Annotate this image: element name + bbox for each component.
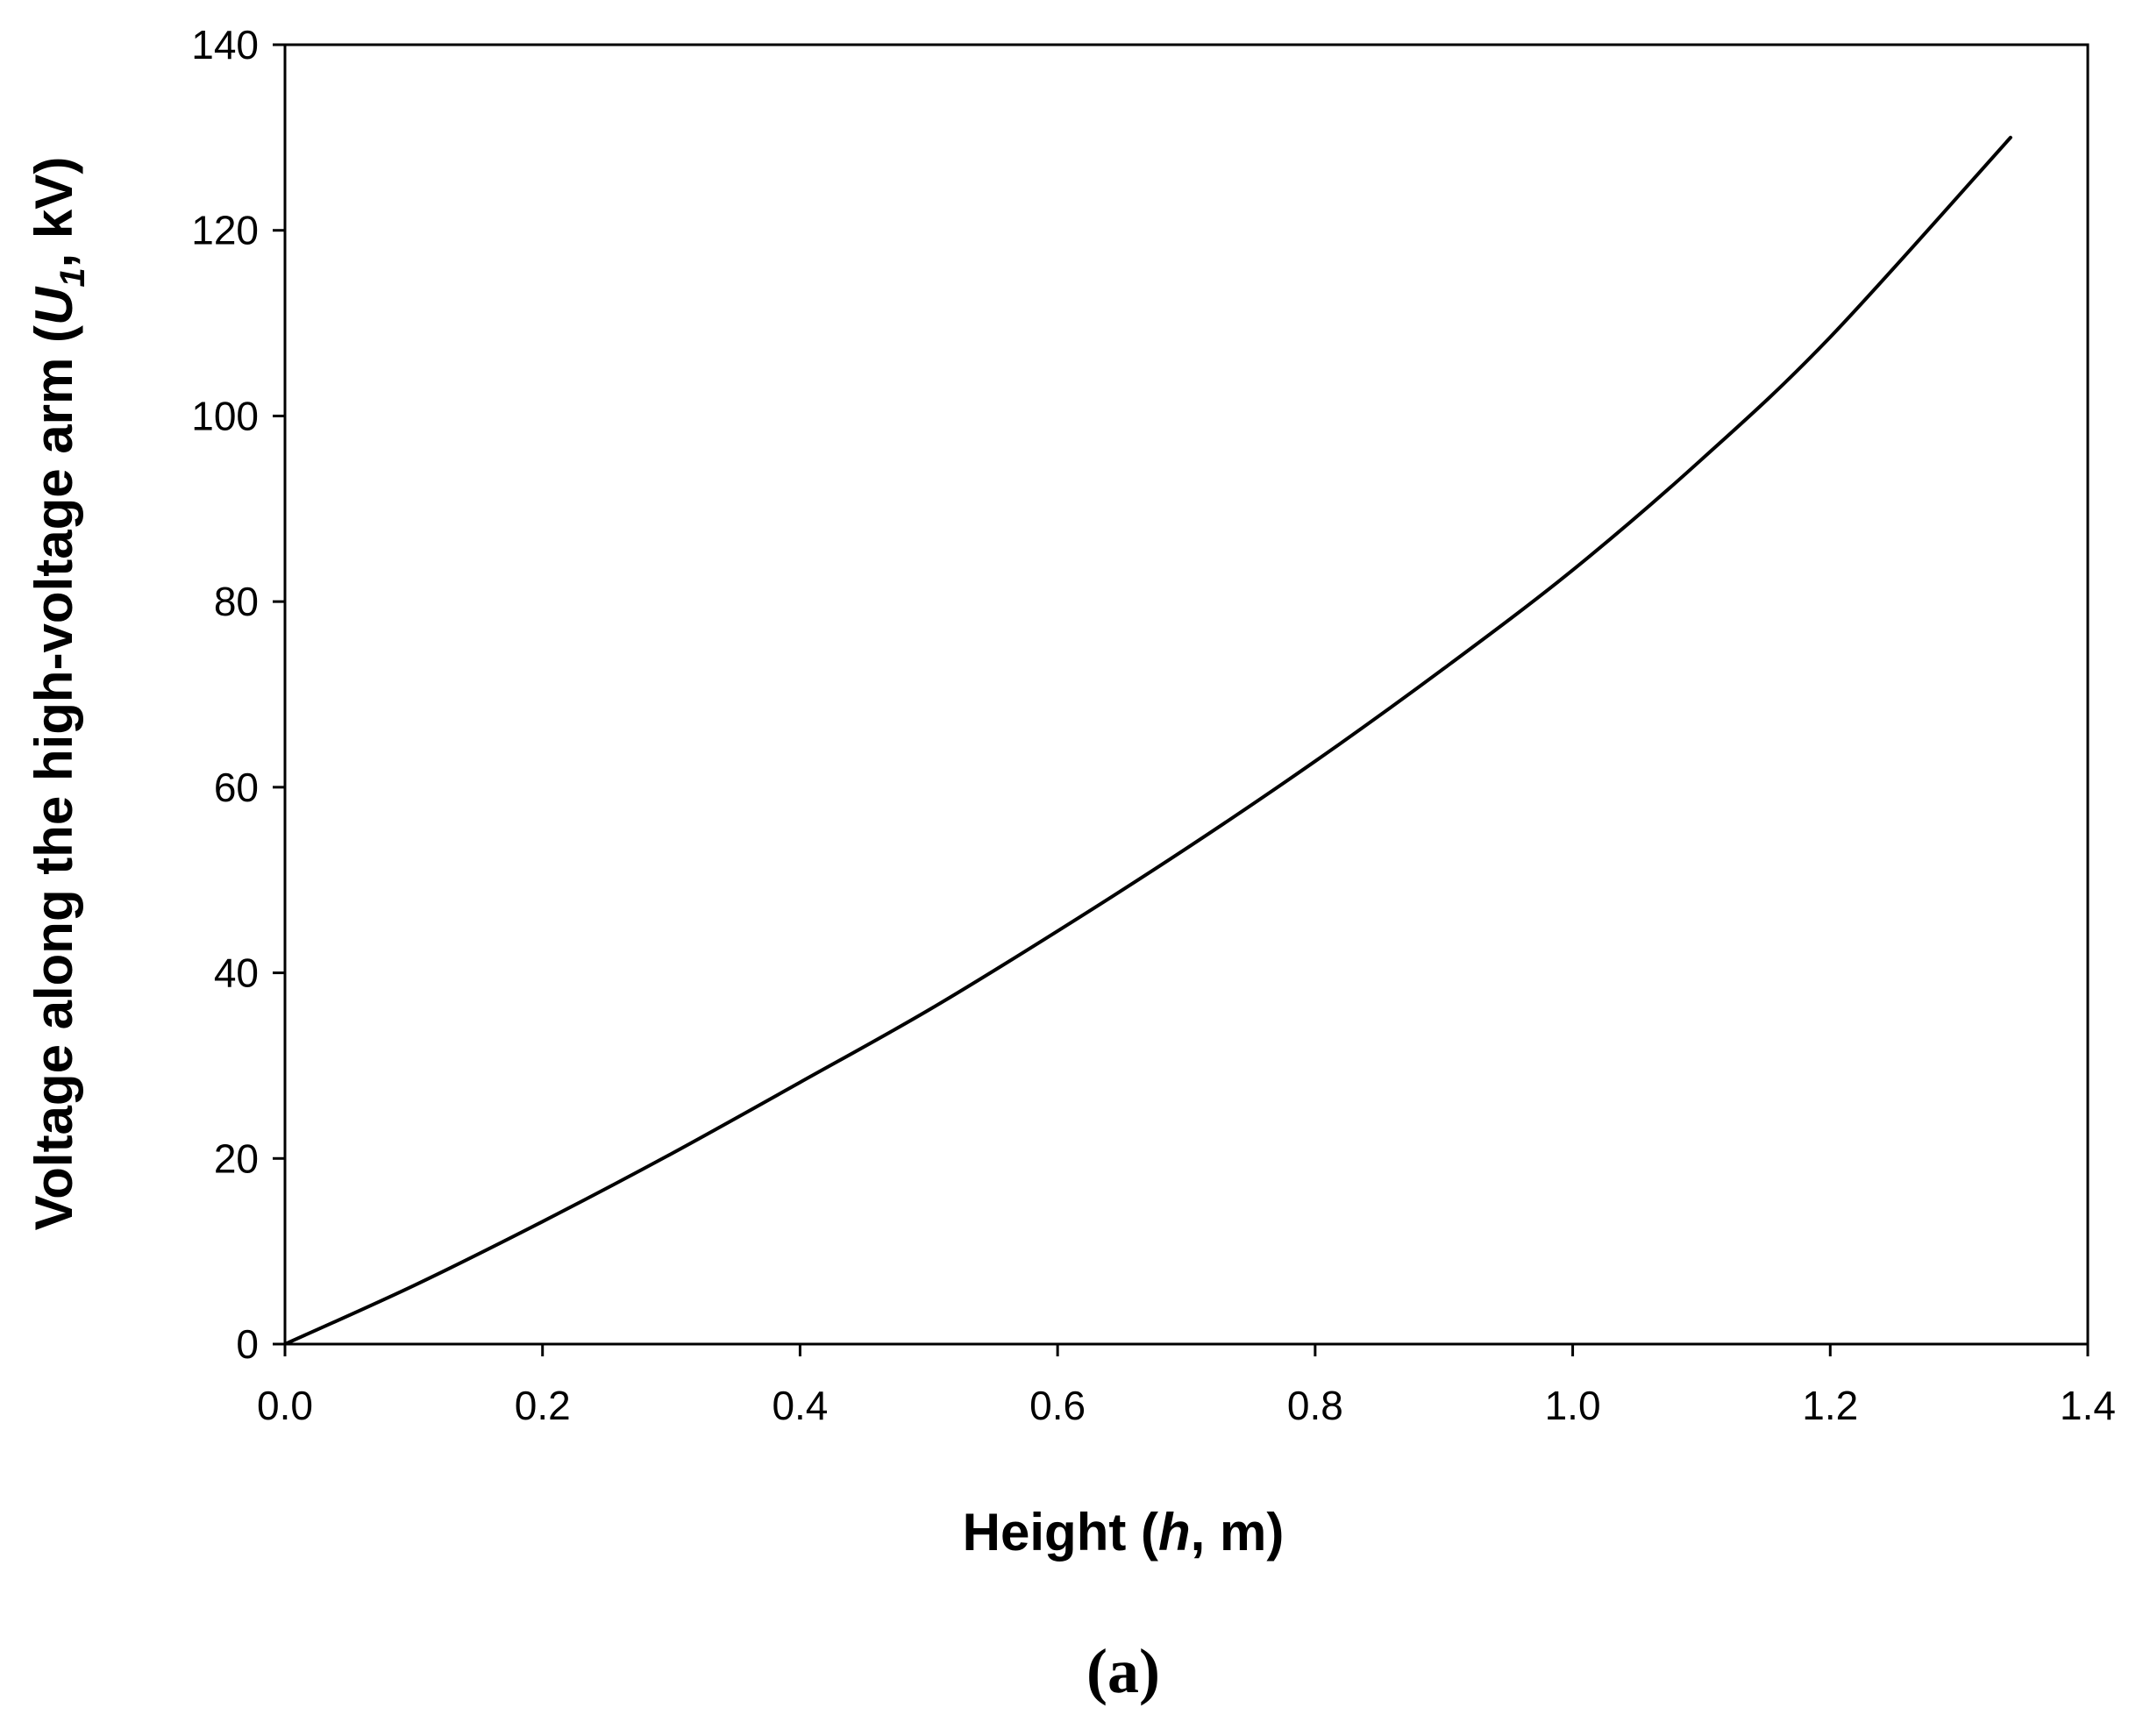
y-tick-label: 40 xyxy=(214,950,259,996)
y-axis-title: Voltage along the high-voltage arm (U1, … xyxy=(25,157,92,1231)
y-tick-label: 60 xyxy=(214,765,259,810)
y-tick-label: 0 xyxy=(236,1321,259,1367)
x-tick-label: 0.8 xyxy=(1287,1383,1343,1428)
y-tick-label: 20 xyxy=(214,1135,259,1181)
x-axis-title: Height (h, m) xyxy=(963,1503,1285,1562)
y-axis-ticks: 0 20 40 60 80 100 120 140 xyxy=(191,22,285,1367)
x-tick-label: 1.0 xyxy=(1545,1383,1601,1428)
plot-area-frame xyxy=(283,43,2090,1346)
y-tick-label: 140 xyxy=(191,22,259,68)
y-axis-var-subscript: 1 xyxy=(53,267,92,287)
x-tick-label: 0.2 xyxy=(515,1383,571,1428)
y-axis-unit: , kV) xyxy=(25,157,83,268)
y-tick-label: 120 xyxy=(191,208,259,253)
y-tick-label: 100 xyxy=(191,393,259,438)
y-tick-label: 80 xyxy=(214,579,259,624)
x-axis-ticks: 0.0 0.2 0.4 0.6 0.8 1.0 1.2 1.4 xyxy=(257,1344,2116,1428)
figure-caption: (a) xyxy=(1086,1636,1160,1706)
x-tick-label: 1.4 xyxy=(2060,1383,2116,1428)
x-tick-label: 0.4 xyxy=(772,1383,828,1428)
x-axis-var: h xyxy=(1158,1503,1191,1562)
x-tick-label: 0.0 xyxy=(257,1383,313,1428)
y-axis-var: U xyxy=(25,286,83,325)
series-line xyxy=(283,135,2012,1346)
x-tick-label: 1.2 xyxy=(1802,1383,1858,1428)
x-tick-label: 0.6 xyxy=(1029,1383,1086,1428)
